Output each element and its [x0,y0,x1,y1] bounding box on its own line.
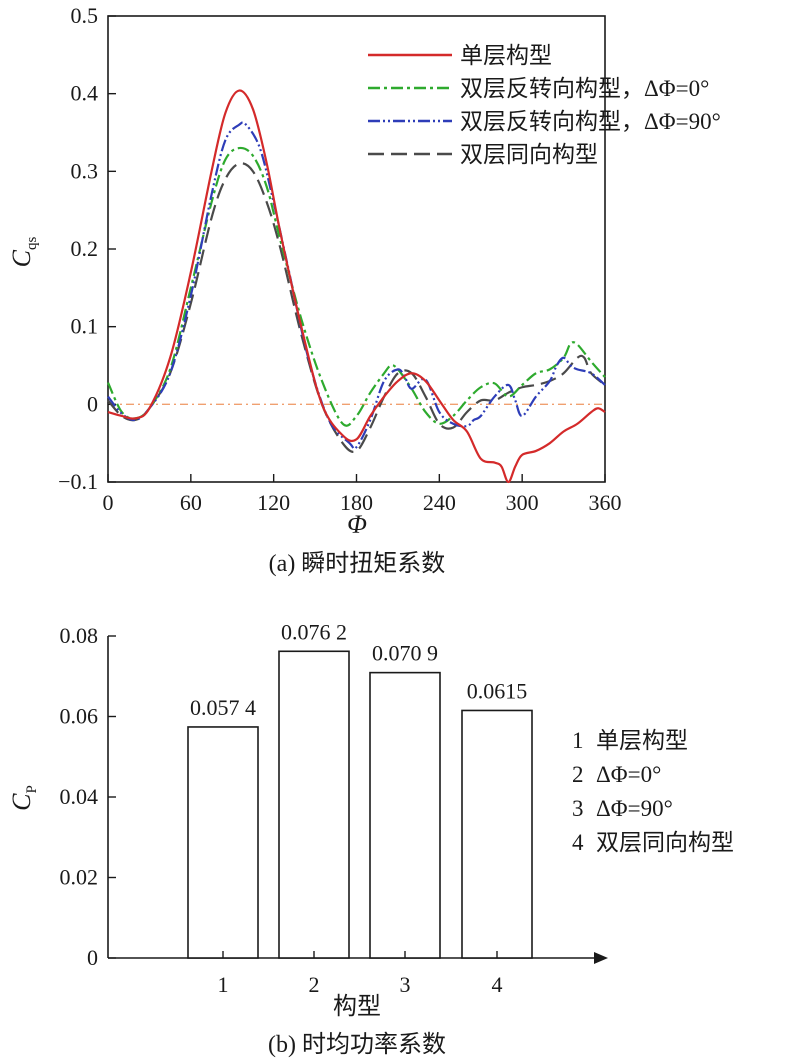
x-axis-title: Φ [347,510,367,539]
y-tick-label: 0.4 [71,81,99,106]
y-tick-label: 0.06 [60,704,99,729]
line-chart-panel: −0.100.10.20.30.40.5 0 60 120 180 240 300 360 … [7,3,721,577]
series-line-3 [107,121,606,450]
bar-1 [187,726,259,959]
y-axis-ticks: −0.1 0 0.1 0.2 0.3 0.4 0.5 [58,3,116,494]
y-tick-label: 0.08 [60,623,99,648]
y-axis-title: Cqs [7,237,40,268]
x-tick-label: 240 [423,490,456,515]
bar-3 [369,671,441,959]
y-tick-label: 0.1 [71,314,99,339]
legend-key: 1 [572,728,584,753]
legend-key: 3 [572,796,584,821]
x-tick-label: 60 [180,490,202,515]
y-tick-label: −0.1 [58,469,98,494]
x-tick-label: 3 [400,972,411,997]
y-axis-title: CP [7,785,40,811]
series-line-1 [107,89,606,484]
y-axis-title-main: C [7,793,36,811]
legend-label: 双层同向构型 [596,830,734,855]
x-tick-label: 120 [257,490,290,515]
bar-value-label: 0.0615 [467,678,528,703]
x-axis-ticks: 0 60 120 180 240 300 360 [103,474,622,515]
y-axis-title-sub: qs [24,237,40,251]
y-tick-label: 0.04 [60,784,99,809]
y-tick-label: 0.5 [71,3,99,28]
y-axis-ticks: 0 0.02 0.04 0.06 0.08 [60,623,116,970]
bar-value-label: 0.076 2 [281,619,347,644]
bar-value-label: 0.057 4 [190,695,256,720]
y-tick-label: 0.02 [60,865,99,890]
series-line-2 [106,146,606,427]
bar-value-label: 0.070 9 [372,641,438,666]
y-tick-label: 0.2 [71,236,99,261]
x-tick-label: 1 [218,972,229,997]
y-axis-title-sub: P [24,785,40,793]
bar-chart-panel: 0 0.02 0.04 0.06 0.08 0.057 4 1 0.076 2 2 0.070 … [7,619,734,1058]
legend-key: 4 [572,830,584,855]
caption-b: (b) 时均功率系数 [268,1031,446,1058]
y-tick-label: 0 [87,391,98,416]
x-tick-label: 180 [340,490,373,515]
x-tick-label: 300 [506,490,539,515]
legend-label: 双层反转向构型，ΔΦ=0° [460,76,709,101]
legend-label: 双层反转向构型，ΔΦ=90° [460,109,721,134]
x-tick-label: 360 [589,490,622,515]
x-tick-label: 4 [492,972,503,997]
legend-label: 单层构型 [596,728,688,753]
legend-label: 双层同向构型 [460,142,598,167]
legend-label: ΔΦ=0° [596,762,661,787]
legend-key: 2 [572,762,584,787]
bars: 0.057 4 1 0.076 2 2 0.070 9 3 0.0615 4 [187,619,533,997]
y-tick-label: 0 [87,945,98,970]
bar-2 [278,650,350,959]
y-tick-label: 0.3 [71,158,99,183]
caption-a: (a) 瞬时扭矩系数 [269,550,446,577]
x-axis-title: 构型 [333,993,381,1020]
legend: 1 单层构型 2 ΔΦ=0° 3 ΔΦ=90° 4 双层同向构型 [572,728,734,855]
x-axis-arrow [594,952,608,964]
x-tick-label: 0 [103,490,114,515]
y-axis-title-main: C [7,249,36,267]
bar-4 [461,709,533,959]
series-line-4 [107,162,606,453]
legend-label: ΔΦ=90° [596,796,673,821]
legend-label: 单层构型 [460,43,552,68]
x-tick-label: 2 [309,972,320,997]
series-lines [106,89,606,484]
